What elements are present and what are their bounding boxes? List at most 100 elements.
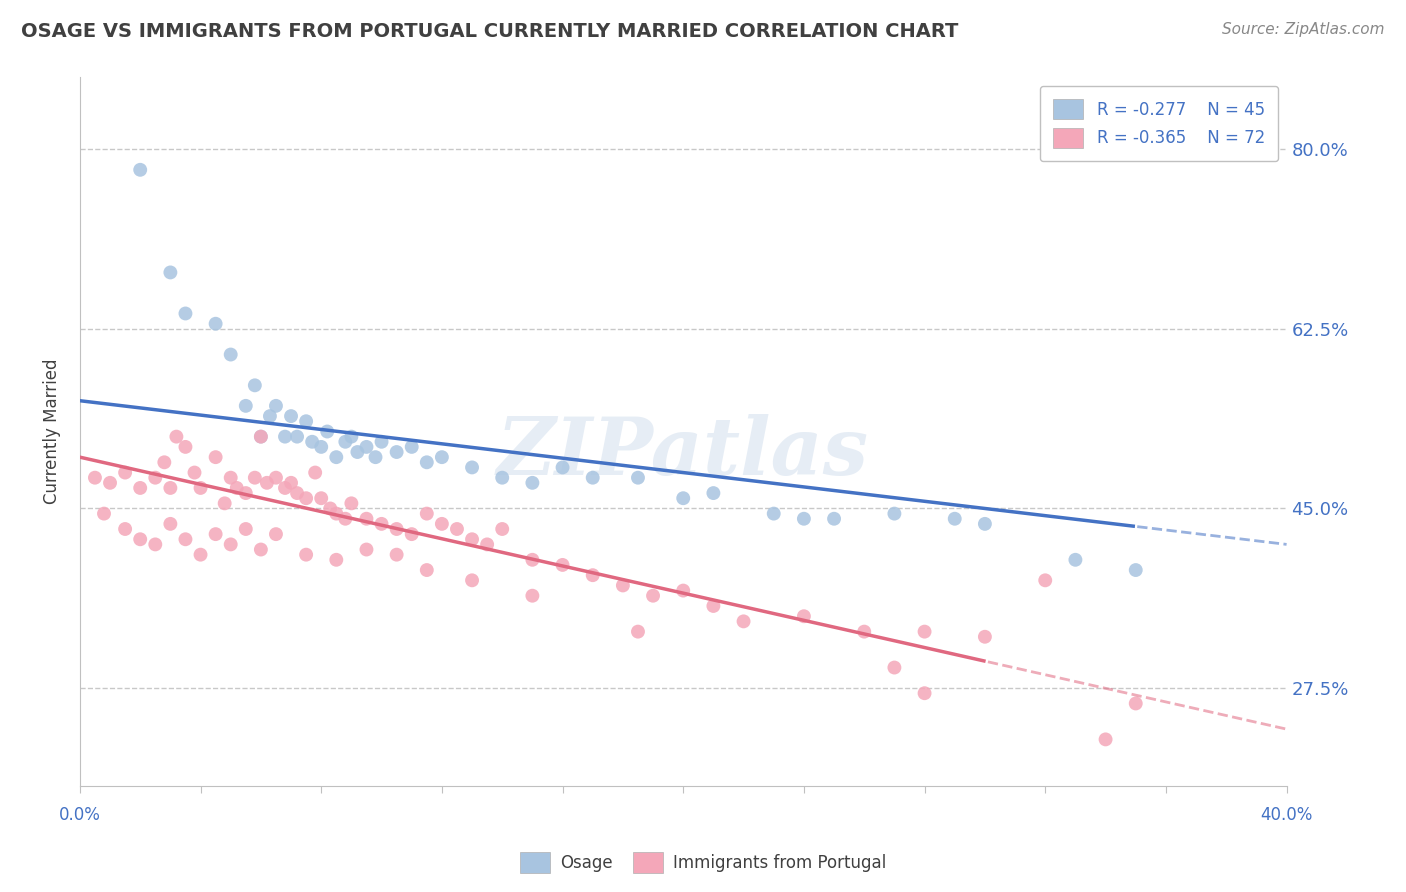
- Point: [582, 568, 605, 582]
- Point: [204, 317, 226, 331]
- Point: [475, 537, 498, 551]
- Point: [1033, 574, 1056, 588]
- Point: [159, 516, 181, 531]
- Point: [522, 589, 544, 603]
- Point: [461, 460, 484, 475]
- Point: [309, 491, 332, 506]
- Point: [325, 450, 347, 465]
- Point: [627, 624, 650, 639]
- Point: [325, 553, 347, 567]
- Point: [165, 430, 187, 444]
- Point: [793, 512, 815, 526]
- Point: [204, 450, 226, 465]
- Point: [143, 537, 166, 551]
- Point: [301, 434, 323, 449]
- Point: [250, 430, 273, 444]
- Point: [943, 512, 966, 526]
- Point: [627, 471, 650, 485]
- Point: [1094, 732, 1116, 747]
- Point: [285, 486, 308, 500]
- Point: [114, 522, 136, 536]
- Point: [153, 455, 176, 469]
- Point: [385, 548, 408, 562]
- Point: [356, 542, 378, 557]
- Point: [914, 624, 936, 639]
- Text: 0.0%: 0.0%: [59, 806, 101, 824]
- Text: 40.0%: 40.0%: [1260, 806, 1313, 824]
- Text: Source: ZipAtlas.com: Source: ZipAtlas.com: [1222, 22, 1385, 37]
- Point: [295, 548, 318, 562]
- Point: [295, 491, 318, 506]
- Point: [551, 460, 574, 475]
- Point: [235, 486, 257, 500]
- Point: [243, 471, 266, 485]
- Point: [446, 522, 468, 536]
- Point: [340, 496, 363, 510]
- Legend: R = -0.277    N = 45, R = -0.365    N = 72: R = -0.277 N = 45, R = -0.365 N = 72: [1040, 86, 1278, 161]
- Point: [612, 578, 634, 592]
- Point: [264, 399, 287, 413]
- Point: [204, 527, 226, 541]
- Point: [274, 481, 297, 495]
- Point: [319, 501, 342, 516]
- Point: [356, 512, 378, 526]
- Y-axis label: Currently Married: Currently Married: [44, 359, 60, 504]
- Point: [295, 414, 318, 428]
- Point: [190, 548, 212, 562]
- Point: [264, 471, 287, 485]
- Point: [401, 440, 423, 454]
- Point: [914, 686, 936, 700]
- Text: ZIPatlas: ZIPatlas: [498, 414, 869, 491]
- Point: [461, 533, 484, 547]
- Point: [430, 516, 453, 531]
- Point: [274, 430, 297, 444]
- Point: [98, 475, 121, 490]
- Point: [174, 533, 197, 547]
- Point: [853, 624, 876, 639]
- Point: [672, 491, 695, 506]
- Point: [823, 512, 845, 526]
- Point: [219, 537, 242, 551]
- Point: [551, 558, 574, 572]
- Point: [159, 265, 181, 279]
- Point: [129, 162, 152, 177]
- Point: [309, 440, 332, 454]
- Point: [522, 475, 544, 490]
- Text: OSAGE VS IMMIGRANTS FROM PORTUGAL CURRENTLY MARRIED CORRELATION CHART: OSAGE VS IMMIGRANTS FROM PORTUGAL CURREN…: [21, 22, 959, 41]
- Point: [793, 609, 815, 624]
- Point: [522, 553, 544, 567]
- Point: [174, 306, 197, 320]
- Point: [883, 660, 905, 674]
- Point: [285, 430, 308, 444]
- Point: [641, 589, 664, 603]
- Point: [84, 471, 107, 485]
- Point: [346, 445, 368, 459]
- Point: [335, 512, 357, 526]
- Point: [264, 527, 287, 541]
- Point: [304, 466, 326, 480]
- Point: [733, 615, 755, 629]
- Point: [582, 471, 605, 485]
- Point: [762, 507, 785, 521]
- Point: [93, 507, 115, 521]
- Point: [883, 507, 905, 521]
- Point: [214, 496, 236, 510]
- Point: [259, 409, 281, 423]
- Point: [219, 471, 242, 485]
- Point: [243, 378, 266, 392]
- Point: [356, 440, 378, 454]
- Point: [250, 542, 273, 557]
- Point: [143, 471, 166, 485]
- Point: [672, 583, 695, 598]
- Point: [364, 450, 387, 465]
- Point: [385, 445, 408, 459]
- Point: [1125, 697, 1147, 711]
- Point: [280, 475, 302, 490]
- Point: [256, 475, 278, 490]
- Point: [416, 455, 439, 469]
- Point: [183, 466, 205, 480]
- Point: [190, 481, 212, 495]
- Point: [974, 630, 997, 644]
- Point: [702, 486, 724, 500]
- Point: [250, 430, 273, 444]
